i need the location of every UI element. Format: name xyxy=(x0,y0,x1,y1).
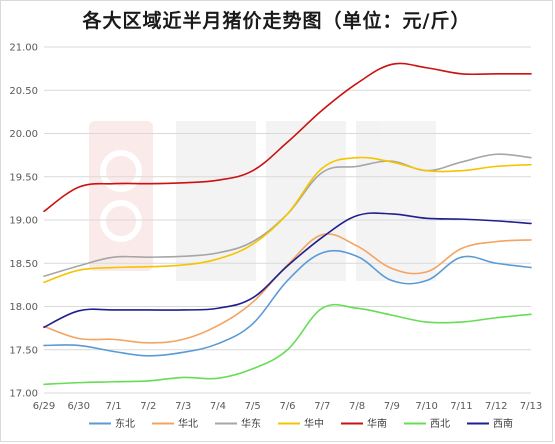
y-tick-label: 20.50 xyxy=(9,86,38,97)
y-tick-label: 21.00 xyxy=(9,43,38,54)
y-tick-label: 19.50 xyxy=(9,172,38,183)
y-tick-label: 20.00 xyxy=(9,129,38,140)
x-tick-label: 7/9 xyxy=(384,401,400,412)
y-tick-label: 18.00 xyxy=(9,302,38,313)
legend-label: 东北 xyxy=(115,417,135,430)
y-tick-label: 17.50 xyxy=(9,345,38,356)
x-tick-label: 7/3 xyxy=(175,401,191,412)
legend-label: 西北 xyxy=(430,418,450,430)
x-tick-label: 7/7 xyxy=(314,401,330,412)
x-tick-label: 7/11 xyxy=(450,401,472,412)
series-line-6 xyxy=(43,303,532,386)
x-tick-label: 7/2 xyxy=(140,401,156,412)
x-tick-label: 7/4 xyxy=(210,401,226,412)
legend-label: 华南 xyxy=(367,417,387,430)
x-tick-label: 7/10 xyxy=(415,401,437,412)
x-tick-label: 7/5 xyxy=(245,401,261,412)
x-tick-label: 7/13 xyxy=(520,401,542,412)
legend-label: 华东 xyxy=(241,417,261,430)
series-line-5 xyxy=(43,62,532,213)
x-tick-label: 7/8 xyxy=(349,401,365,412)
y-tick-label: 17.00 xyxy=(9,389,38,400)
legend-label: 西南 xyxy=(493,417,513,430)
chart-title: 各大区域近半月猪价走势图（单位：元/斤） xyxy=(82,10,471,32)
series-line-7 xyxy=(43,212,532,329)
x-tick-label: 7/6 xyxy=(279,401,295,412)
x-tick-label: 6/29 xyxy=(33,401,55,412)
series-line-4 xyxy=(43,156,532,284)
x-tick-label: 7/1 xyxy=(106,401,122,412)
series-line-1 xyxy=(43,249,532,357)
y-tick-label: 19.00 xyxy=(9,216,38,227)
x-tick-label: 6/30 xyxy=(68,401,90,412)
legend-label: 华北 xyxy=(178,417,198,430)
legend-label: 华中 xyxy=(304,417,324,430)
x-tick-label: 7/12 xyxy=(485,401,507,412)
y-tick-label: 18.50 xyxy=(9,259,38,270)
